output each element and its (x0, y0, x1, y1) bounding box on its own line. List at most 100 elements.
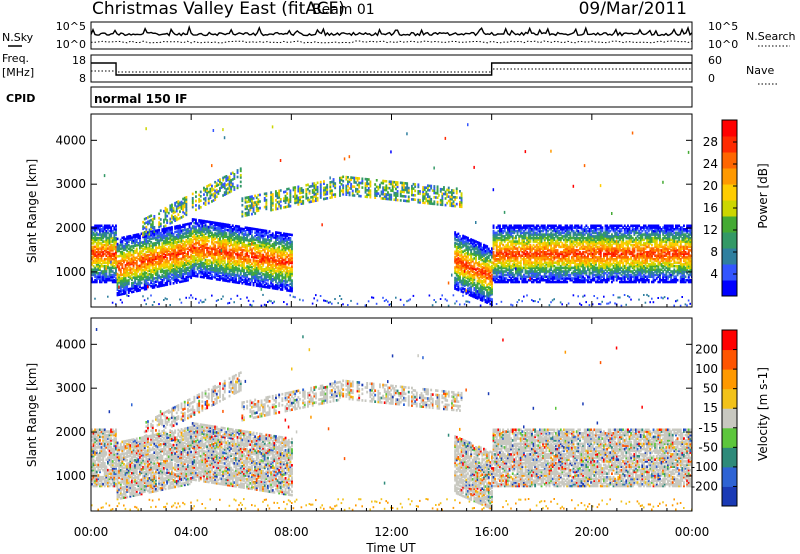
data-cell (502, 238, 505, 242)
data-cell (95, 231, 98, 235)
data-cell (119, 291, 122, 294)
data-cell (468, 290, 471, 293)
data-cell (465, 248, 468, 251)
data-cell (260, 262, 263, 265)
data-cell (251, 250, 253, 253)
data-cell (479, 284, 482, 288)
data-cell (455, 284, 458, 288)
data-cell (231, 247, 234, 250)
data-cell (478, 262, 481, 266)
data-cell (185, 254, 188, 258)
data-cell (375, 185, 378, 189)
data-cell (135, 284, 138, 287)
data-cell (459, 303, 461, 306)
data-cell (179, 264, 181, 268)
data-cell (263, 245, 266, 248)
data-cell (151, 268, 154, 272)
data-cell (171, 234, 173, 238)
data-cell (219, 227, 221, 231)
data-cell (247, 256, 250, 260)
data-cell (252, 239, 255, 243)
data-cell (183, 263, 186, 267)
data-cell (251, 252, 253, 255)
data-cell (95, 278, 98, 282)
data-cell (169, 217, 172, 221)
data-cell (479, 296, 482, 300)
data-cell (465, 267, 468, 271)
data-cell (108, 266, 111, 270)
data-cell (347, 184, 349, 188)
data-cell (199, 250, 202, 254)
data-cell (436, 192, 439, 195)
data-cell (134, 279, 137, 283)
data-cell (276, 249, 279, 252)
data-cell (180, 268, 183, 271)
data-cell (383, 300, 386, 302)
data-cell (119, 238, 122, 242)
data-cell (281, 283, 284, 286)
data-cell (111, 301, 114, 304)
data-cell (134, 249, 137, 253)
data-cell (164, 259, 167, 262)
data-cell (475, 261, 477, 264)
data-cell (174, 269, 177, 272)
data-cell (145, 247, 148, 250)
data-cell (198, 252, 201, 255)
data-cell (190, 257, 193, 260)
data-cell (284, 267, 287, 271)
data-cell (270, 283, 273, 286)
data-cell (132, 290, 135, 293)
data-cell (279, 260, 282, 263)
data-cell (161, 236, 164, 240)
data-cell (486, 290, 489, 294)
data-cell (116, 285, 119, 288)
data-cell (167, 230, 170, 233)
data-cell (206, 260, 209, 264)
data-cell (156, 276, 159, 280)
data-cell (236, 247, 239, 251)
data-cell (273, 241, 276, 244)
data-cell (207, 250, 210, 253)
data-cell (246, 258, 249, 261)
data-cell (287, 275, 290, 278)
data-cell (180, 262, 183, 266)
data-cell (236, 184, 239, 187)
data-cell (163, 252, 165, 255)
data-cell (499, 277, 501, 280)
data-cell (163, 264, 165, 268)
data-cell (502, 264, 505, 268)
data-cell (97, 256, 100, 259)
data-cell (265, 192, 268, 195)
data-cell (246, 249, 249, 252)
data-cell (111, 278, 114, 282)
data-cell (148, 246, 151, 250)
data-cell (484, 262, 487, 265)
data-cell (487, 256, 490, 259)
data-cell (126, 263, 129, 267)
data-cell (310, 200, 313, 203)
data-cell (91, 238, 93, 242)
data-cell (151, 231, 154, 235)
data-cell (484, 249, 487, 253)
data-cell (271, 274, 274, 278)
data-cell (118, 261, 121, 265)
data-cell (153, 256, 156, 259)
data-cell (236, 267, 239, 270)
data-cell (163, 240, 165, 243)
data-cell (473, 283, 476, 286)
data-cell (257, 279, 260, 282)
data-cell (251, 236, 253, 239)
data-cell (489, 286, 492, 290)
data-cell (465, 281, 468, 285)
data-cell (110, 260, 112, 264)
data-cell (220, 259, 223, 262)
data-cell (275, 269, 277, 273)
data-cell (156, 274, 159, 278)
data-cell (206, 230, 209, 234)
data-cell (209, 250, 212, 254)
data-cell (195, 241, 197, 244)
data-cell (201, 272, 204, 275)
data-cell (201, 233, 204, 237)
data-cell (467, 236, 469, 240)
data-cell (219, 236, 221, 239)
